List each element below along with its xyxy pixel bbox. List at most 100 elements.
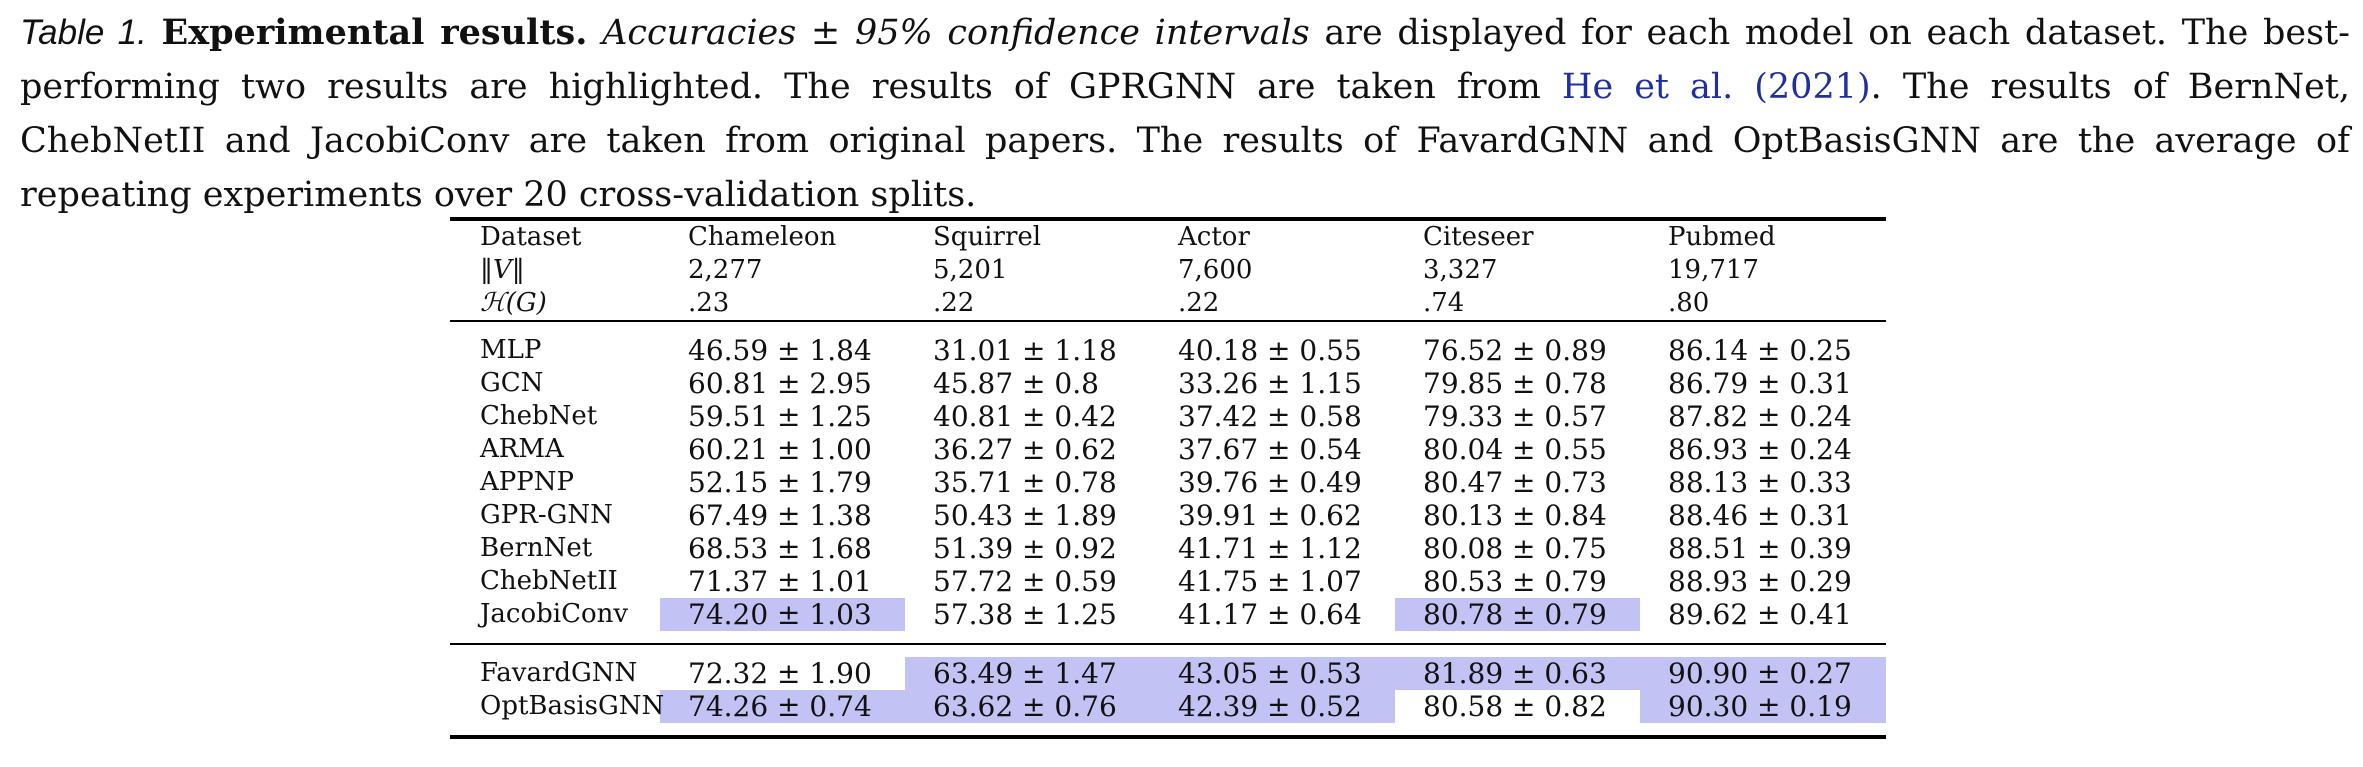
caption-italic-phrase: Accuracies ± 95% confidence intervals bbox=[602, 13, 1310, 53]
header-cell: 5,201 bbox=[933, 255, 1008, 285]
table-row: BernNet 68.53 ± 1.68 51.39 ± 0.92 41.71 ± 1… bbox=[450, 532, 1886, 565]
model-name: ChebNetII bbox=[480, 566, 618, 596]
model-name: BernNet bbox=[480, 533, 593, 563]
accuracy-cell-highlighted: 74.20 ± 1.03 bbox=[660, 598, 905, 631]
table-row: MLP 46.59 ± 1.84 31.01 ± 1.18 40.18 ± 0.55 7… bbox=[450, 334, 1886, 367]
header-label: ‖V‖ bbox=[480, 255, 525, 285]
accuracy-cell: 36.27 ± 0.62 bbox=[933, 433, 1117, 466]
accuracy-cell: 60.21 ± 1.00 bbox=[688, 433, 872, 466]
accuracy-cell: 72.32 ± 1.90 bbox=[688, 657, 872, 690]
header-row: Dataset Chameleon Squirrel Actor Citeseer Pub… bbox=[450, 221, 1886, 254]
row-spacer bbox=[450, 643, 1886, 657]
accuracy-cell: 35.71 ± 0.78 bbox=[933, 466, 1117, 499]
row-spacer bbox=[450, 723, 1886, 735]
header-label: ℋ(G) bbox=[480, 288, 547, 318]
accuracy-cell-highlighted: 43.05 ± 0.53 bbox=[1150, 657, 1395, 690]
model-name: ARMA bbox=[480, 434, 564, 464]
accuracy-cell: 41.71 ± 1.12 bbox=[1178, 532, 1362, 565]
accuracy-cell: 76.52 ± 0.89 bbox=[1423, 334, 1607, 367]
model-name: APPNP bbox=[480, 467, 575, 497]
accuracy-cell-highlighted: 90.30 ± 0.19 bbox=[1640, 690, 1886, 723]
header-cell: Pubmed bbox=[1668, 222, 1776, 252]
caption-title: Experimental results. bbox=[161, 12, 588, 53]
accuracy-cell: 46.59 ± 1.84 bbox=[688, 334, 872, 367]
accuracy-cell-highlighted: 63.49 ± 1.47 bbox=[905, 657, 1150, 690]
header-cell: Actor bbox=[1178, 222, 1250, 252]
table-row: APPNP 52.15 ± 1.79 35.71 ± 0.78 39.76 ± 0.4… bbox=[450, 466, 1886, 499]
header-cell: .80 bbox=[1668, 288, 1710, 318]
accuracy-cell: 51.39 ± 0.92 bbox=[933, 532, 1117, 565]
table-caption: Table 1. Experimental results. Accuracie… bbox=[20, 6, 2350, 222]
caption-text-2: . The results of BernNet, ChebNetII and … bbox=[20, 67, 2350, 215]
accuracy-cell: 80.53 ± 0.79 bbox=[1423, 565, 1607, 598]
row-spacer bbox=[450, 320, 1886, 334]
accuracy-cell: 57.38 ± 1.25 bbox=[933, 598, 1117, 631]
caption-label: Table 1. bbox=[20, 13, 147, 52]
header-cell: .22 bbox=[933, 288, 975, 318]
header-cell: Chameleon bbox=[688, 222, 837, 252]
accuracy-cell: 37.42 ± 0.58 bbox=[1178, 400, 1362, 433]
table-row: GCN 60.81 ± 2.95 45.87 ± 0.8 33.26 ± 1.15 79… bbox=[450, 367, 1886, 400]
header-cell: .23 bbox=[688, 288, 730, 318]
model-name: ChebNet bbox=[480, 401, 598, 431]
model-name: GCN bbox=[480, 368, 544, 398]
model-name: MLP bbox=[480, 335, 542, 365]
accuracy-cell-highlighted: 80.78 ± 0.79 bbox=[1395, 598, 1640, 631]
model-name: GPR-GNN bbox=[480, 500, 613, 530]
accuracy-cell: 79.85 ± 0.78 bbox=[1423, 367, 1607, 400]
accuracy-cell: 80.08 ± 0.75 bbox=[1423, 532, 1607, 565]
accuracy-cell-highlighted: 63.62 ± 0.76 bbox=[905, 690, 1150, 723]
accuracy-cell: 88.93 ± 0.29 bbox=[1668, 565, 1852, 598]
accuracy-cell: 57.72 ± 0.59 bbox=[933, 565, 1117, 598]
accuracy-cell-highlighted: 42.39 ± 0.52 bbox=[1150, 690, 1395, 723]
table-row: OptBasisGNN 74.26 ± 0.74 63.62 ± 0.76 42.39… bbox=[450, 690, 1886, 723]
table-row: ChebNetII 71.37 ± 1.01 57.72 ± 0.59 41.75 ±… bbox=[450, 565, 1886, 598]
accuracy-cell: 45.87 ± 0.8 bbox=[933, 367, 1099, 400]
accuracy-cell: 88.13 ± 0.33 bbox=[1668, 466, 1852, 499]
header-row: ‖V‖ 2,277 5,201 7,600 3,327 19,717 bbox=[450, 254, 1886, 287]
model-name: OptBasisGNN bbox=[480, 691, 665, 721]
accuracy-cell: 88.46 ± 0.31 bbox=[1668, 499, 1852, 532]
header-label: Dataset bbox=[480, 222, 582, 252]
header-cell: 7,600 bbox=[1178, 255, 1253, 285]
accuracy-cell: 33.26 ± 1.15 bbox=[1178, 367, 1362, 400]
accuracy-cell-highlighted: 74.26 ± 0.74 bbox=[660, 690, 905, 723]
accuracy-cell: 52.15 ± 1.79 bbox=[688, 466, 872, 499]
table-row: GPR-GNN 67.49 ± 1.38 50.43 ± 1.89 39.91 ± 0… bbox=[450, 499, 1886, 532]
header-cell: 3,327 bbox=[1423, 255, 1498, 285]
accuracy-cell: 80.58 ± 0.82 bbox=[1423, 690, 1607, 723]
accuracy-cell-highlighted: 81.89 ± 0.63 bbox=[1395, 657, 1640, 690]
accuracy-cell: 39.91 ± 0.62 bbox=[1178, 499, 1362, 532]
accuracy-cell: 37.67 ± 0.54 bbox=[1178, 433, 1362, 466]
accuracy-cell: 68.53 ± 1.68 bbox=[688, 532, 872, 565]
header-cell: .22 bbox=[1178, 288, 1220, 318]
citation-link[interactable]: He et al. (2021) bbox=[1561, 67, 1871, 107]
accuracy-cell: 41.75 ± 1.07 bbox=[1178, 565, 1362, 598]
header-cell: Squirrel bbox=[933, 222, 1042, 252]
table-row: ARMA 60.21 ± 1.00 36.27 ± 0.62 37.67 ± 0.54… bbox=[450, 433, 1886, 466]
accuracy-cell: 80.13 ± 0.84 bbox=[1423, 499, 1607, 532]
accuracy-cell: 41.17 ± 0.64 bbox=[1178, 598, 1362, 631]
results-table: Dataset Chameleon Squirrel Actor Citeseer Pub… bbox=[450, 217, 1886, 739]
accuracy-cell: 39.76 ± 0.49 bbox=[1178, 466, 1362, 499]
accuracy-cell: 86.14 ± 0.25 bbox=[1668, 334, 1852, 367]
header-cell: .74 bbox=[1423, 288, 1465, 318]
accuracy-cell: 59.51 ± 1.25 bbox=[688, 400, 872, 433]
accuracy-cell: 89.62 ± 0.41 bbox=[1668, 598, 1852, 631]
accuracy-cell: 80.04 ± 0.55 bbox=[1423, 433, 1607, 466]
accuracy-cell: 31.01 ± 1.18 bbox=[933, 334, 1117, 367]
model-name: FavardGNN bbox=[480, 658, 638, 688]
header-cell: 2,277 bbox=[688, 255, 763, 285]
row-spacer bbox=[450, 631, 1886, 644]
accuracy-cell: 71.37 ± 1.01 bbox=[688, 565, 872, 598]
table-row: JacobiConv 74.20 ± 1.03 57.38 ± 1.25 41.17 … bbox=[450, 598, 1886, 631]
accuracy-cell: 67.49 ± 1.38 bbox=[688, 499, 872, 532]
table-row: FavardGNN 72.32 ± 1.90 63.49 ± 1.47 43.05 ±… bbox=[450, 657, 1886, 690]
accuracy-cell: 50.43 ± 1.89 bbox=[933, 499, 1117, 532]
accuracy-cell: 88.51 ± 0.39 bbox=[1668, 532, 1852, 565]
model-name: JacobiConv bbox=[480, 599, 629, 629]
table-row: ChebNet 59.51 ± 1.25 40.81 ± 0.42 37.42 ± 0… bbox=[450, 400, 1886, 433]
accuracy-cell: 87.82 ± 0.24 bbox=[1668, 400, 1852, 433]
accuracy-cell: 86.79 ± 0.31 bbox=[1668, 367, 1852, 400]
header-row: ℋ(G) .23 .22 .22 .74 .80 bbox=[450, 287, 1886, 321]
